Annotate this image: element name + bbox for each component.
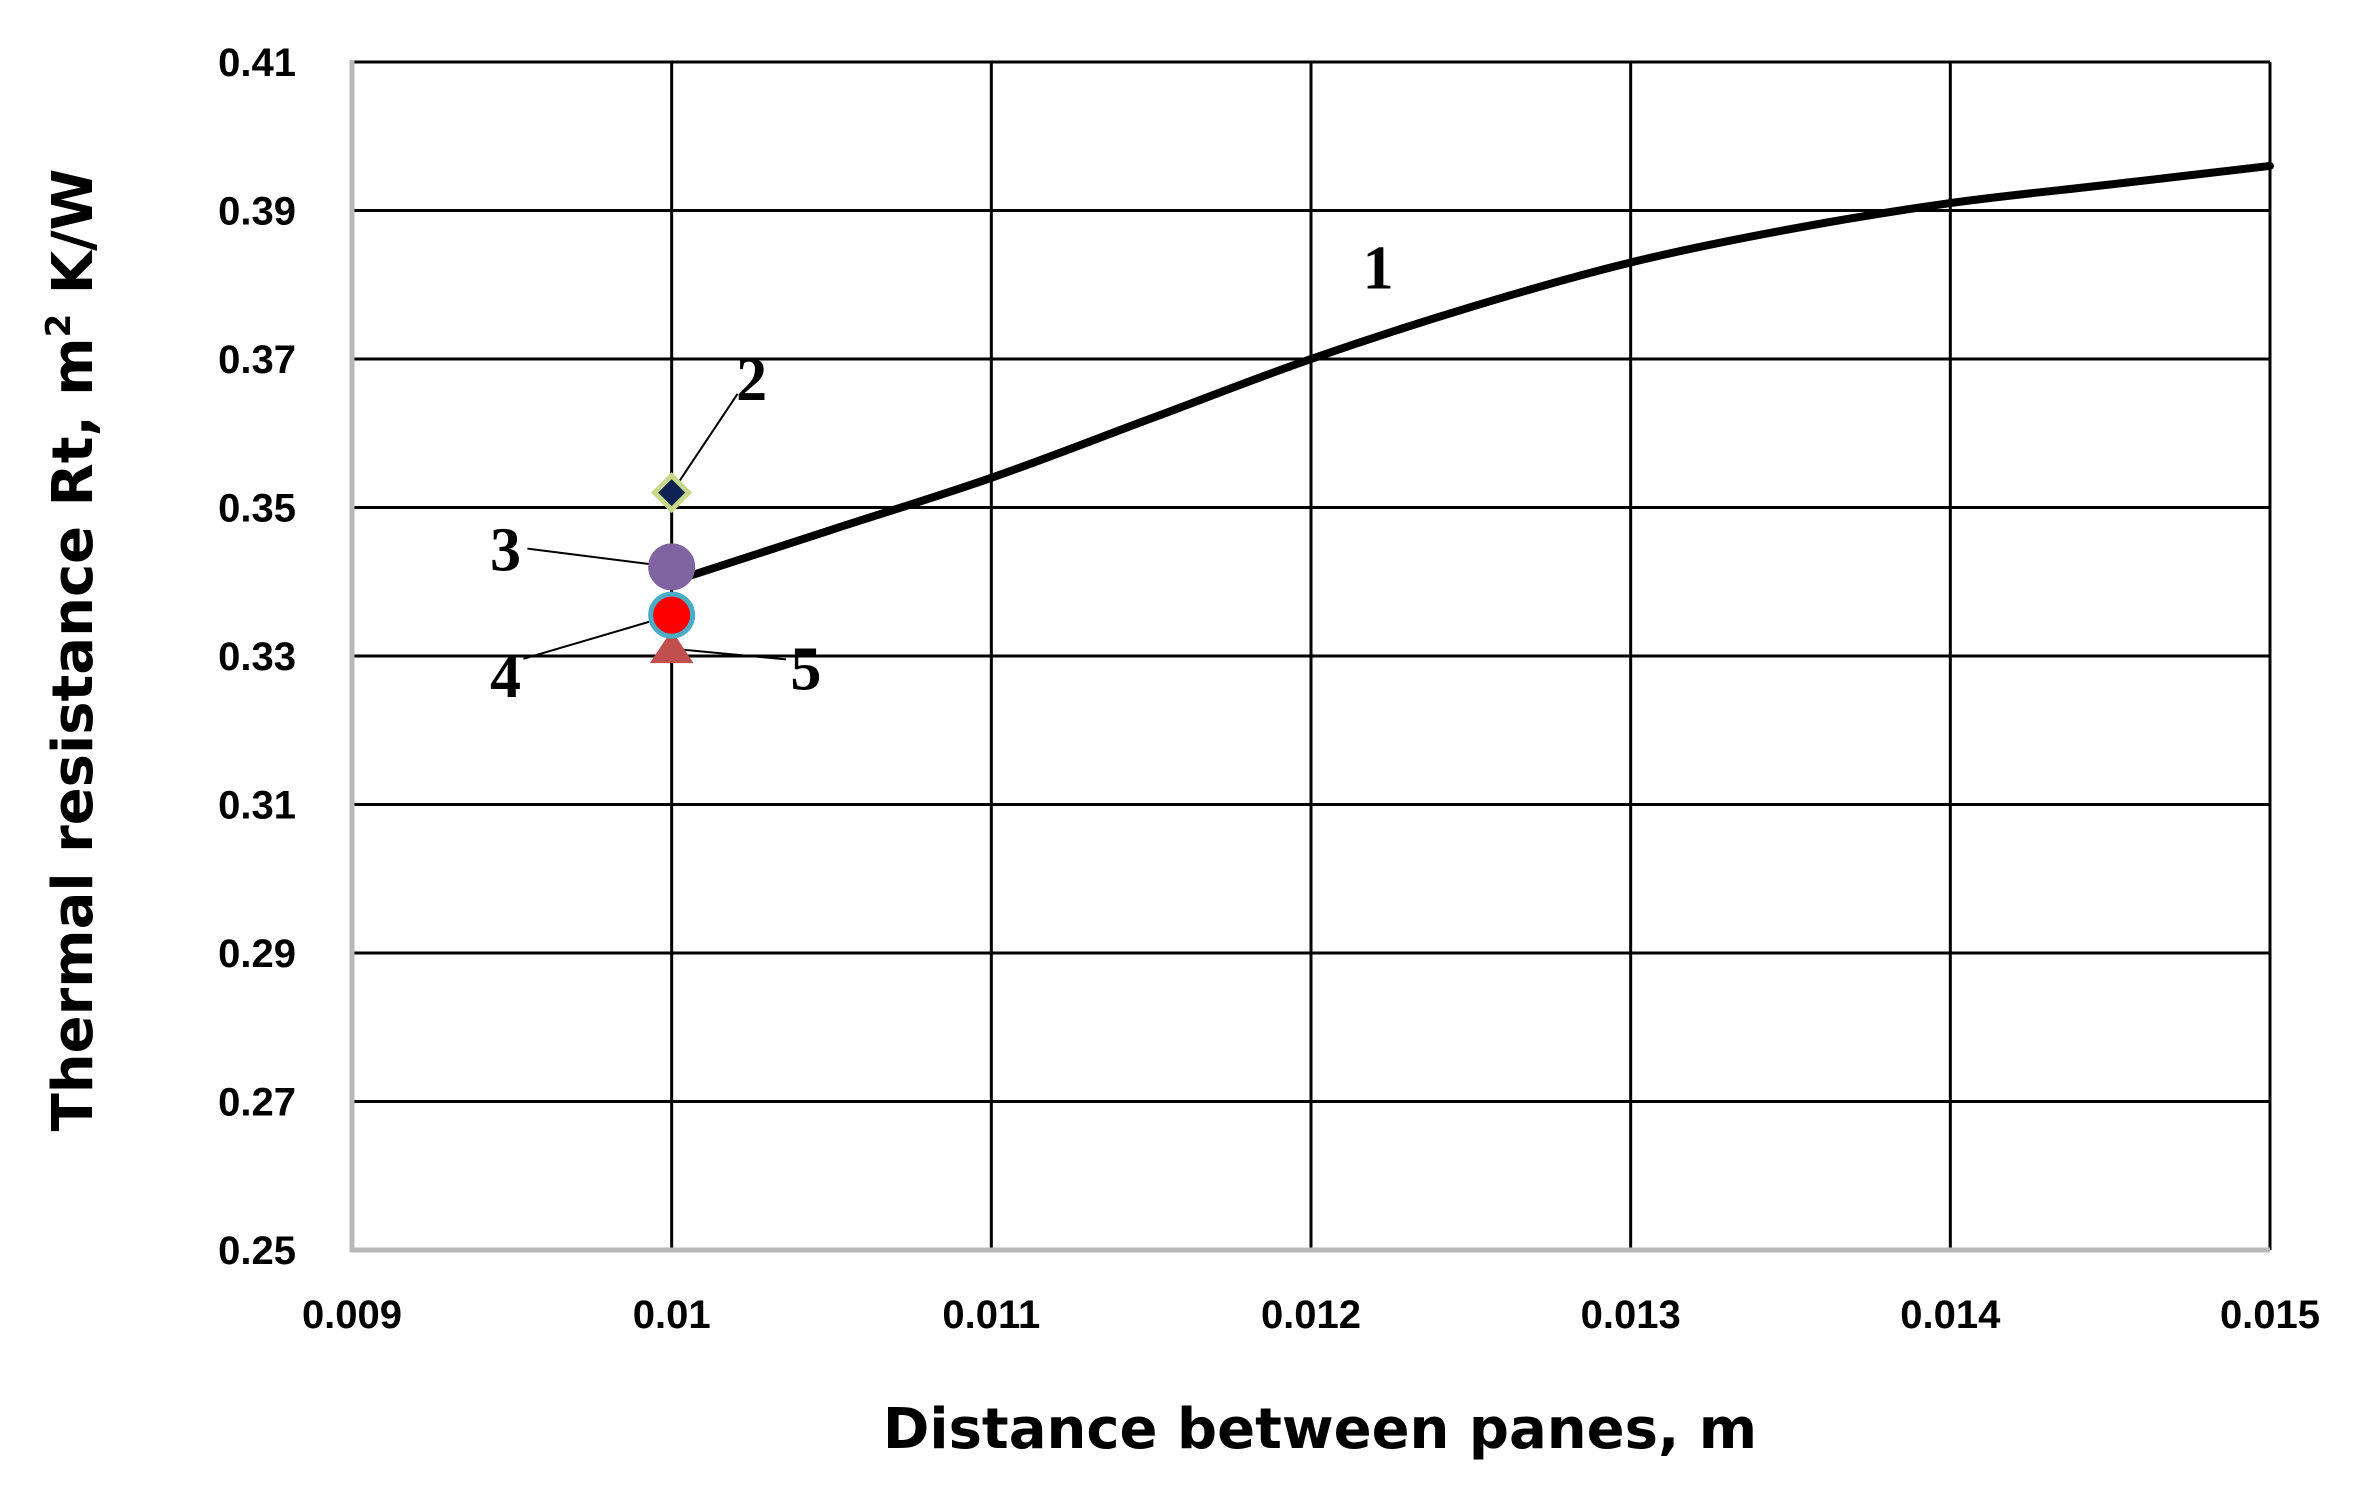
callout-leader-4 <box>523 614 672 660</box>
callout-label-5: 5 <box>790 635 821 703</box>
y-tick-label: 0.31 <box>218 784 296 828</box>
series-4-marker <box>648 591 696 639</box>
y-tick-label: 0.33 <box>218 635 296 679</box>
callout-leader-5 <box>671 647 787 661</box>
y-tick-label: 0.27 <box>218 1081 296 1125</box>
grid <box>352 60 2272 1250</box>
callout-label-1: 1 <box>1363 234 1394 302</box>
x-tick-label: 0.012 <box>1261 1293 1361 1337</box>
series-2-marker <box>651 472 693 514</box>
y-tick-label: 0.37 <box>218 338 296 382</box>
x-tick-label: 0.014 <box>1900 1293 2001 1337</box>
y-tick-label: 0.25 <box>218 1229 296 1273</box>
y-tick-label: 0.39 <box>218 190 296 234</box>
y-tick-label: 0.41 <box>218 41 296 85</box>
tick-labels: 0.009 0.01 0.011 0.012 0.013 0.014 0.015 0.25 0.… <box>218 41 2320 1337</box>
x-tick-label: 0.01 <box>633 1293 711 1337</box>
x-tick-label: 0.015 <box>2220 1293 2320 1337</box>
axes <box>349 60 2270 1253</box>
y-tick-label: 0.35 <box>218 487 296 531</box>
y-axis-title-main: Thermal resistance Rt, m <box>41 337 106 1131</box>
callout-labels: 1 2 3 4 5 <box>490 234 1394 710</box>
y-tick-label: 0.29 <box>218 932 296 976</box>
y-axis-title-tail: K/W <box>41 169 106 314</box>
series-3-marker <box>648 543 696 591</box>
callout-leaders <box>523 393 787 661</box>
x-tick-label: 0.009 <box>302 1293 402 1337</box>
callout-label-4: 4 <box>490 643 521 711</box>
y-axis-title: Thermal resistance Rt, m2 K/W <box>39 169 106 1132</box>
x-tick-label: 0.013 <box>1581 1293 1681 1337</box>
y-axis-title-superscript: 2 <box>39 314 79 338</box>
x-tick-label: 0.011 <box>942 1293 1040 1337</box>
series-5-marker <box>649 630 694 664</box>
callout-leader-3 <box>527 547 672 568</box>
callout-leader-2 <box>670 393 739 494</box>
series <box>648 161 2274 664</box>
series-1-line <box>667 161 2274 586</box>
x-axis-title: Distance between panes, m <box>883 1397 1757 1462</box>
callout-label-3: 3 <box>490 517 521 585</box>
callout-label-2: 2 <box>736 346 767 414</box>
